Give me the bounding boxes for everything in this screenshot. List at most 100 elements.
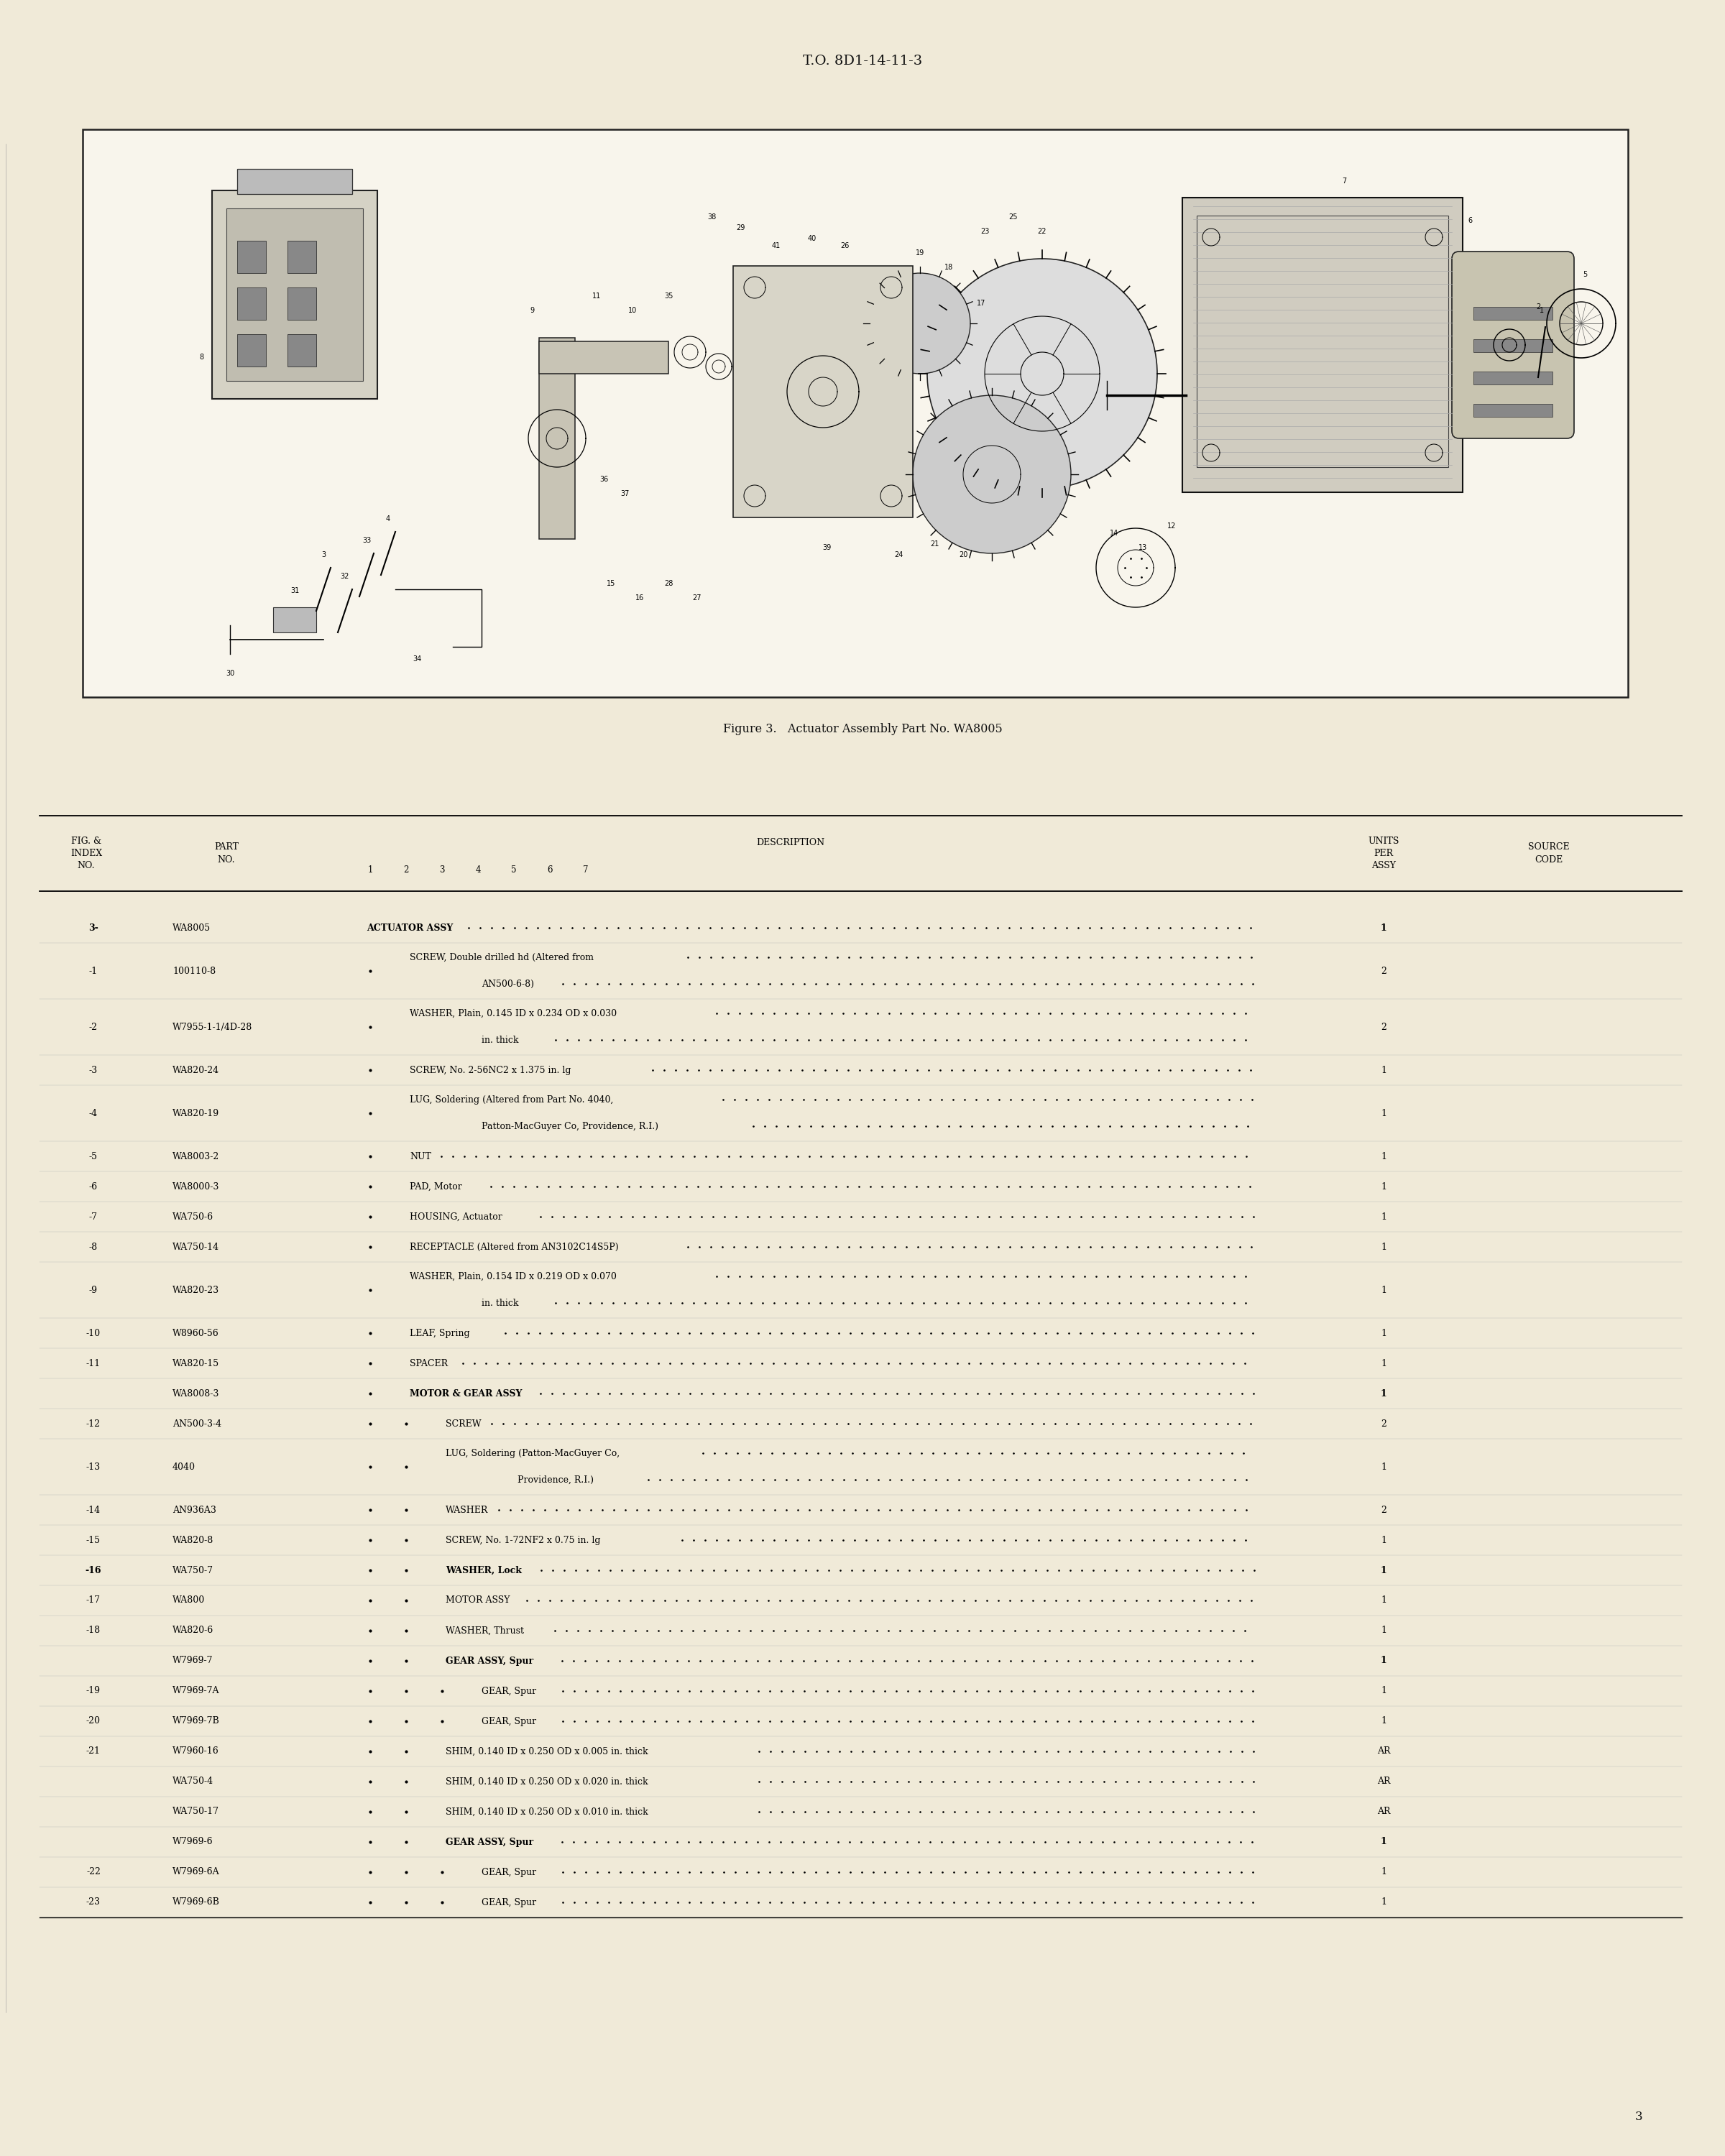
Text: 2: 2 xyxy=(1535,304,1540,310)
Text: 1: 1 xyxy=(1380,1065,1387,1076)
Text: -1: -1 xyxy=(90,966,98,977)
Text: 14: 14 xyxy=(1109,530,1118,537)
Text: 35: 35 xyxy=(664,293,673,300)
Text: 18: 18 xyxy=(944,263,954,272)
Text: W8960-56: W8960-56 xyxy=(172,1328,219,1339)
Text: WA820-6: WA820-6 xyxy=(172,1626,214,1636)
Text: 33: 33 xyxy=(362,537,371,543)
Text: W7955-1-1/4D-28: W7955-1-1/4D-28 xyxy=(172,1022,252,1033)
Text: WASHER, Thrust: WASHER, Thrust xyxy=(445,1626,524,1636)
Text: WA820-8: WA820-8 xyxy=(172,1535,214,1546)
Bar xyxy=(226,209,362,382)
Bar xyxy=(238,287,266,319)
Text: MOTOR ASSY: MOTOR ASSY xyxy=(445,1595,511,1606)
Text: AR: AR xyxy=(1377,1807,1390,1815)
Text: 1: 1 xyxy=(1380,1535,1387,1546)
Text: 23: 23 xyxy=(980,229,988,235)
Text: -12: -12 xyxy=(86,1419,100,1429)
Text: 30: 30 xyxy=(226,671,235,677)
Bar xyxy=(238,334,266,367)
Text: 100110-8: 100110-8 xyxy=(172,966,216,977)
Text: 1: 1 xyxy=(1380,1242,1387,1253)
Text: WA800: WA800 xyxy=(172,1595,205,1606)
Circle shape xyxy=(869,274,969,373)
Text: SOURCE
CODE: SOURCE CODE xyxy=(1528,843,1570,865)
Text: AR: AR xyxy=(1377,1746,1390,1757)
Text: 1: 1 xyxy=(1380,1108,1387,1119)
Text: 1: 1 xyxy=(1380,1565,1387,1576)
Text: AR: AR xyxy=(1377,1777,1390,1785)
Text: WA8003-2: WA8003-2 xyxy=(172,1151,219,1162)
Text: 1: 1 xyxy=(1539,306,1544,315)
Text: 8: 8 xyxy=(198,354,204,360)
Text: WA8008-3: WA8008-3 xyxy=(172,1388,219,1399)
Text: 7: 7 xyxy=(583,865,588,875)
Text: 4: 4 xyxy=(386,515,390,522)
Bar xyxy=(538,338,574,539)
FancyBboxPatch shape xyxy=(1452,252,1575,438)
Text: 32: 32 xyxy=(340,573,350,580)
Text: -7: -7 xyxy=(90,1212,98,1222)
Text: W7969-6: W7969-6 xyxy=(172,1837,214,1846)
FancyBboxPatch shape xyxy=(212,190,378,399)
Text: W7969-6B: W7969-6B xyxy=(172,1897,219,1908)
Text: WA750-6: WA750-6 xyxy=(172,1212,214,1222)
Text: 1: 1 xyxy=(1380,923,1387,934)
Text: 1: 1 xyxy=(1380,1716,1387,1727)
Text: NUT: NUT xyxy=(409,1151,431,1162)
Text: -21: -21 xyxy=(86,1746,100,1757)
Text: 1: 1 xyxy=(1380,1285,1387,1296)
Text: WA750-17: WA750-17 xyxy=(172,1807,219,1815)
Text: SHIM, 0.140 ID x 0.250 OD x 0.005 in. thick: SHIM, 0.140 ID x 0.250 OD x 0.005 in. th… xyxy=(445,1746,649,1757)
Text: -13: -13 xyxy=(86,1462,100,1473)
Text: 3-: 3- xyxy=(88,923,98,934)
Text: 29: 29 xyxy=(737,224,745,231)
Text: 1: 1 xyxy=(367,865,373,875)
Text: 2: 2 xyxy=(1380,1419,1387,1429)
Text: 22: 22 xyxy=(1038,229,1047,235)
Text: WASHER, Plain, 0.145 ID x 0.234 OD x 0.030: WASHER, Plain, 0.145 ID x 0.234 OD x 0.0… xyxy=(409,1009,618,1018)
Text: SCREW, Double drilled hd (Altered from: SCREW, Double drilled hd (Altered from xyxy=(409,953,593,962)
Text: SPACER: SPACER xyxy=(409,1358,448,1369)
Text: WA820-15: WA820-15 xyxy=(172,1358,219,1369)
Text: SHIM, 0.140 ID x 0.250 OD x 0.010 in. thick: SHIM, 0.140 ID x 0.250 OD x 0.010 in. th… xyxy=(445,1807,649,1815)
Text: W7969-7B: W7969-7B xyxy=(172,1716,219,1727)
Text: 25: 25 xyxy=(1009,213,1018,220)
Text: -8: -8 xyxy=(90,1242,98,1253)
Text: SCREW, No. 2-56NC2 x 1.375 in. lg: SCREW, No. 2-56NC2 x 1.375 in. lg xyxy=(409,1065,571,1076)
Text: -4: -4 xyxy=(90,1108,98,1119)
Text: 34: 34 xyxy=(412,655,421,662)
Text: WA8005: WA8005 xyxy=(172,923,210,934)
Text: in. thick: in. thick xyxy=(481,1298,519,1309)
Text: 24: 24 xyxy=(894,552,902,558)
Text: 1: 1 xyxy=(1380,1388,1387,1399)
Bar xyxy=(238,168,352,194)
Bar xyxy=(273,608,316,632)
Text: 16: 16 xyxy=(635,595,643,602)
Text: ACTUATOR ASSY: ACTUATOR ASSY xyxy=(366,923,454,934)
Text: WASHER, Plain, 0.154 ID x 0.219 OD x 0.070: WASHER, Plain, 0.154 ID x 0.219 OD x 0.0… xyxy=(409,1272,616,1281)
Text: WA8000-3: WA8000-3 xyxy=(172,1181,219,1192)
Text: 1: 1 xyxy=(1380,1358,1387,1369)
Text: PAD, Motor: PAD, Motor xyxy=(409,1181,462,1192)
Text: GEAR ASSY, Spur: GEAR ASSY, Spur xyxy=(445,1837,533,1846)
Text: Patton-MacGuyer Co, Providence, R.I.): Patton-MacGuyer Co, Providence, R.I.) xyxy=(481,1121,659,1132)
Text: PART
NO.: PART NO. xyxy=(214,843,238,865)
Text: 11: 11 xyxy=(592,293,600,300)
Text: -20: -20 xyxy=(86,1716,100,1727)
Text: 17: 17 xyxy=(976,300,985,306)
Text: -6: -6 xyxy=(90,1181,98,1192)
Text: WA820-24: WA820-24 xyxy=(172,1065,219,1076)
Text: 6: 6 xyxy=(547,865,552,875)
Text: 5: 5 xyxy=(1582,272,1587,278)
Text: MOTOR & GEAR ASSY: MOTOR & GEAR ASSY xyxy=(409,1388,523,1399)
Text: WASHER, Lock: WASHER, Lock xyxy=(445,1565,521,1576)
Text: LEAF, Spring: LEAF, Spring xyxy=(409,1328,469,1339)
Text: WA750-7: WA750-7 xyxy=(172,1565,214,1576)
Text: GEAR, Spur: GEAR, Spur xyxy=(481,1716,536,1727)
Text: GEAR, Spur: GEAR, Spur xyxy=(481,1686,536,1697)
Bar xyxy=(538,341,669,373)
Text: -17: -17 xyxy=(86,1595,100,1606)
Text: 21: 21 xyxy=(930,541,938,548)
Text: 40: 40 xyxy=(807,235,816,241)
